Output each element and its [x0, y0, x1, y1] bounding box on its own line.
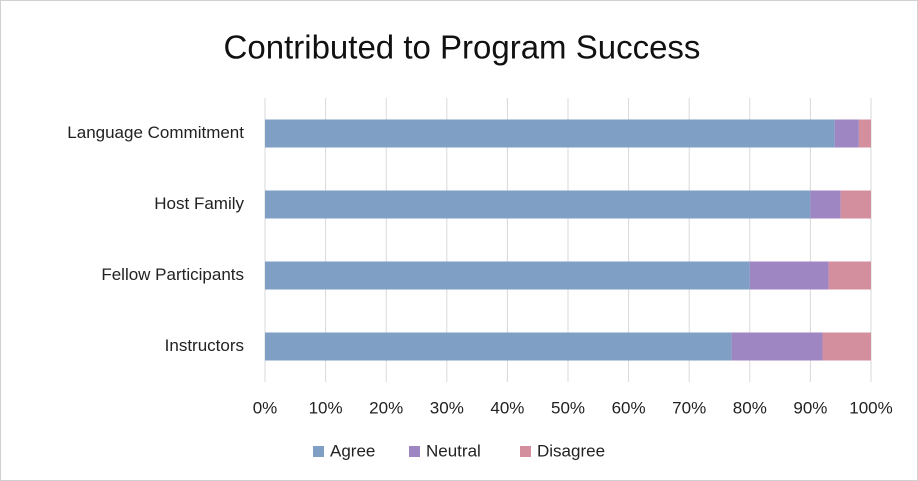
- x-tick-label: 20%: [369, 398, 403, 417]
- legend-swatch: [313, 446, 324, 457]
- x-tick-label: 0%: [253, 398, 278, 417]
- legend-swatch: [520, 446, 531, 457]
- x-tick-label: 40%: [490, 398, 524, 417]
- x-tick-label: 10%: [309, 398, 343, 417]
- y-tick-label: Language Commitment: [67, 123, 244, 142]
- chart-title: Contributed to Program Success: [224, 29, 701, 66]
- y-tick-label: Instructors: [165, 336, 244, 355]
- bar-segment: [840, 190, 871, 219]
- y-tick-label: Fellow Participants: [101, 265, 244, 284]
- x-tick-label: 30%: [430, 398, 464, 417]
- x-tick-label: 90%: [793, 398, 827, 417]
- bar-segment: [731, 332, 823, 361]
- x-tick-label: 80%: [733, 398, 767, 417]
- legend-label: Agree: [330, 441, 375, 460]
- bar-segment: [265, 261, 750, 290]
- bar-segment: [858, 119, 871, 148]
- y-tick-label: Host Family: [154, 194, 244, 213]
- bar-segment: [810, 190, 841, 219]
- bar-segment: [834, 119, 859, 148]
- x-tick-label: 50%: [551, 398, 585, 417]
- legend-label: Neutral: [426, 441, 481, 460]
- bar-segment: [265, 119, 835, 148]
- x-tick-label: 60%: [612, 398, 646, 417]
- bar-segment: [749, 261, 829, 290]
- x-tick-label: 100%: [849, 398, 892, 417]
- x-tick-label: 70%: [672, 398, 706, 417]
- legend-swatch: [409, 446, 420, 457]
- legend-label: Disagree: [537, 441, 605, 460]
- bar-segment: [822, 332, 871, 361]
- bar-segment: [265, 332, 732, 361]
- bar-segment: [265, 190, 811, 219]
- bar-segment: [828, 261, 871, 290]
